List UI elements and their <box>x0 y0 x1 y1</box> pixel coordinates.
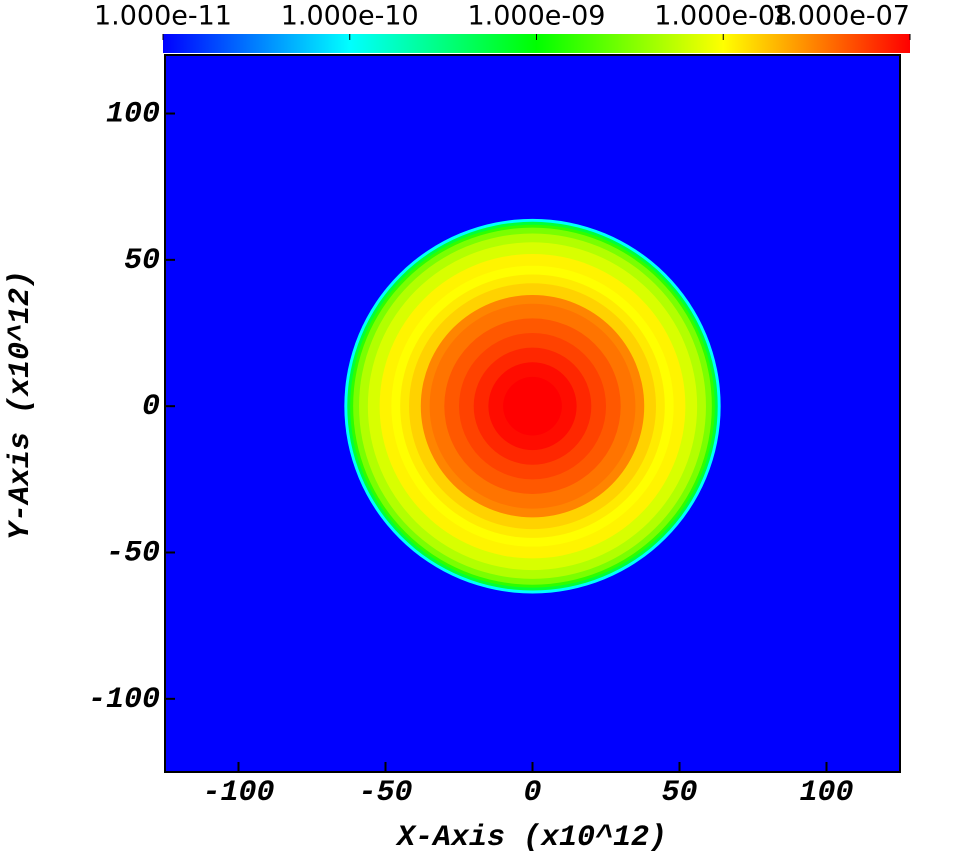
x-tick-label: -100 <box>202 776 274 810</box>
x-tick-label: 100 <box>799 776 853 810</box>
x-axis-label: X-Axis (x10^12) <box>395 821 667 855</box>
y-tick-label: 50 <box>124 244 160 278</box>
colorbar-tick-label: 1.000e-09 <box>467 1 605 32</box>
x-tick-label: 50 <box>661 776 697 810</box>
y-tick-label: -100 <box>88 683 160 717</box>
colorbar-tick-label: 1.000e-08 <box>654 1 792 32</box>
x-tick-label: 0 <box>523 776 541 810</box>
colorbar-tick-label: 1.000e-11 <box>94 1 232 32</box>
colorbar-tick-label: 1.000e-10 <box>281 1 419 32</box>
y-axis-label: Y-Axis (x10^12) <box>4 270 38 540</box>
y-tick-label: -50 <box>106 536 160 570</box>
colorbar-tick-label: 1.000e-07 <box>772 1 910 32</box>
x-tick-label: -50 <box>358 776 412 810</box>
plot-area <box>165 55 900 772</box>
y-tick-label: 100 <box>106 97 160 131</box>
y-tick-label: 0 <box>142 390 160 424</box>
field-ring <box>517 391 548 421</box>
